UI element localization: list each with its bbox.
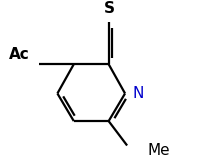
Text: Ac: Ac	[9, 47, 30, 62]
Text: N: N	[132, 86, 143, 101]
Text: Me: Me	[147, 143, 169, 158]
Text: S: S	[104, 1, 115, 17]
